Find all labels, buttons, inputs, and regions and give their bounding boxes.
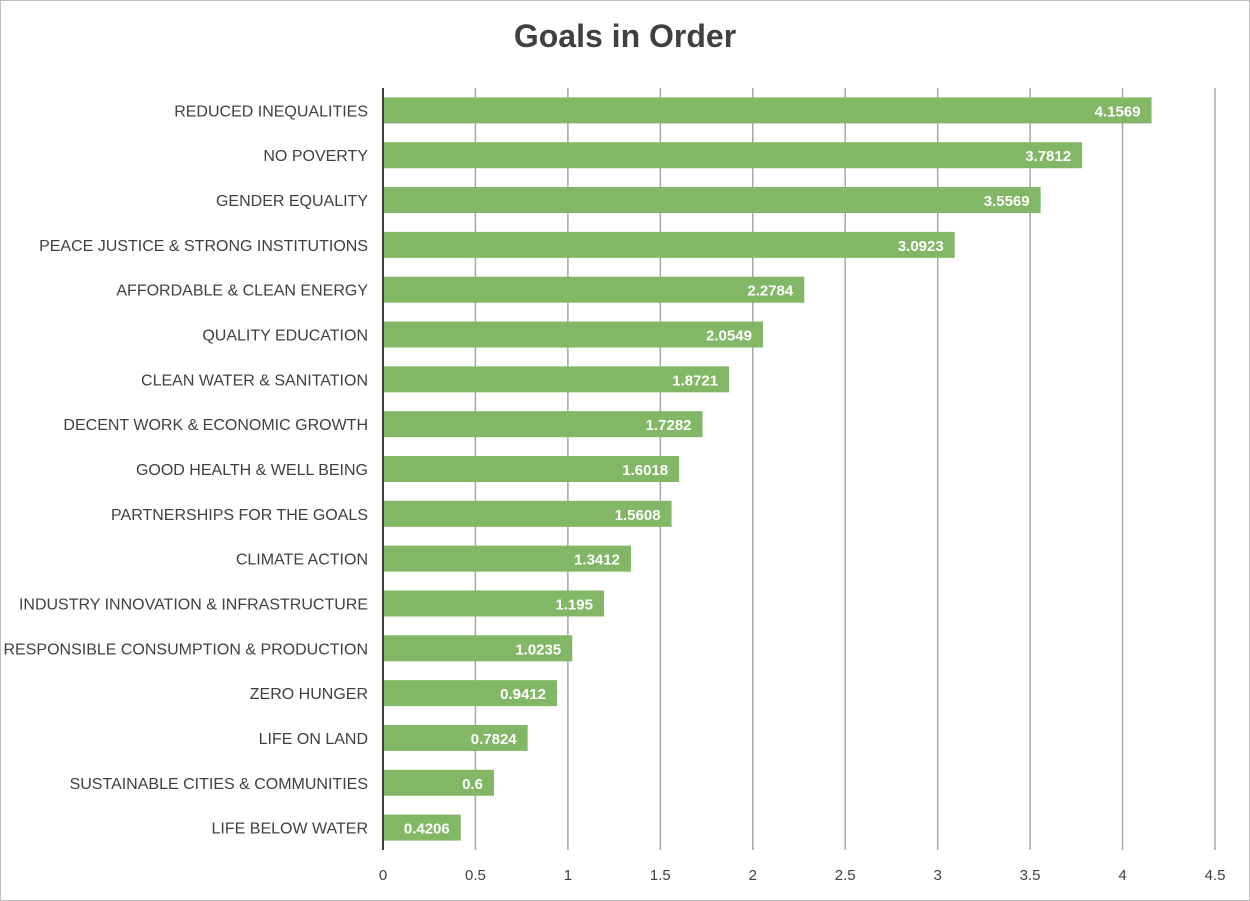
category-label: CLEAN WATER & SANITATION xyxy=(141,372,368,389)
data-label: 0.9412 xyxy=(500,686,546,703)
data-label: 4.1569 xyxy=(1095,103,1141,120)
bar xyxy=(383,456,680,482)
data-label: 2.0549 xyxy=(706,328,752,345)
bar xyxy=(383,500,672,527)
category-label: LIFE BELOW WATER xyxy=(212,821,368,838)
bar xyxy=(383,545,631,572)
bar xyxy=(383,411,703,438)
category-label: GENDER EQUALITY xyxy=(216,193,368,210)
x-tick-label: 2.5 xyxy=(835,867,856,884)
category-label: ZERO HUNGER xyxy=(250,686,368,703)
bar xyxy=(383,769,494,796)
data-label: 1.7282 xyxy=(646,417,692,434)
category-label: NO POVERTY xyxy=(263,148,368,165)
category-label: QUALITY EDUCATION xyxy=(202,328,368,345)
category-label: PARTNERSHIPS FOR THE GOALS xyxy=(111,507,368,524)
bar xyxy=(383,142,1083,169)
x-tick-label: 4 xyxy=(1118,867,1126,884)
tick-labels: 0 0.5 1 1.5 2 2.5 3 3.5 4 4.5 xyxy=(379,867,1226,884)
x-tick-label: 0.5 xyxy=(465,867,486,884)
x-tick-label: 3.5 xyxy=(1020,867,1041,884)
x-tick-label: 4.5 xyxy=(1205,867,1226,884)
category-label: LIFE ON LAND xyxy=(259,731,368,748)
bar xyxy=(383,276,805,303)
bar xyxy=(383,590,604,617)
data-label: 0.6 xyxy=(462,776,483,793)
data-label: 1.6018 xyxy=(622,462,668,479)
bar xyxy=(383,321,763,348)
category-label: INDUSTRY INNOVATION & INFRASTRUCTURE xyxy=(19,596,368,613)
data-label: 3.5569 xyxy=(984,193,1030,210)
bar xyxy=(383,97,1152,124)
category-label: DECENT WORK & ECONOMIC GROWTH xyxy=(63,417,368,434)
data-label: 3.0923 xyxy=(898,238,944,255)
data-label: 2.2784 xyxy=(747,283,794,300)
data-label: 1.0235 xyxy=(515,641,561,658)
data-label: 0.7824 xyxy=(471,731,518,748)
data-label: 0.4206 xyxy=(404,821,450,838)
bar xyxy=(383,680,558,707)
value-labels: 4.1569 3.7812 3.5569 3.0923 2.2784 2.0549 1.87… xyxy=(404,103,1141,837)
bar xyxy=(383,724,528,751)
data-label: 3.7812 xyxy=(1025,148,1071,165)
x-tick-label: 2 xyxy=(749,867,757,884)
data-label: 1.3412 xyxy=(574,552,620,569)
category-label: PEACE JUSTICE & STRONG INSTITUTIONS xyxy=(39,238,368,255)
data-label: 1.5608 xyxy=(615,507,661,524)
bar xyxy=(383,635,573,662)
bar xyxy=(383,187,1041,214)
category-label: SUSTAINABLE CITIES & COMMUNITIES xyxy=(70,776,368,793)
x-tick-label: 0 xyxy=(379,867,387,884)
data-label: 1.8721 xyxy=(672,372,718,389)
category-label: AFFORDABLE & CLEAN ENERGY xyxy=(116,283,368,300)
chart-title: Goals in Order xyxy=(513,18,737,54)
bar xyxy=(383,366,730,393)
x-tick-label: 3 xyxy=(933,867,941,884)
x-tick-label: 1.5 xyxy=(650,867,671,884)
category-label: REDUCED INEQUALITIES xyxy=(174,103,368,120)
category-label: GOOD HEALTH & WELL BEING xyxy=(136,462,368,479)
bars xyxy=(383,97,1152,841)
data-label: 1.195 xyxy=(555,596,593,613)
category-labels: REDUCED INEQUALITIES NO POVERTY GENDER EQU… xyxy=(4,103,369,837)
category-label: CLIMATE ACTION xyxy=(236,552,368,569)
bar xyxy=(383,814,461,841)
category-label: RESPONSIBLE CONSUMPTION & PRODUCTION xyxy=(4,641,369,658)
x-tick-label: 1 xyxy=(564,867,572,884)
bar xyxy=(383,231,955,258)
